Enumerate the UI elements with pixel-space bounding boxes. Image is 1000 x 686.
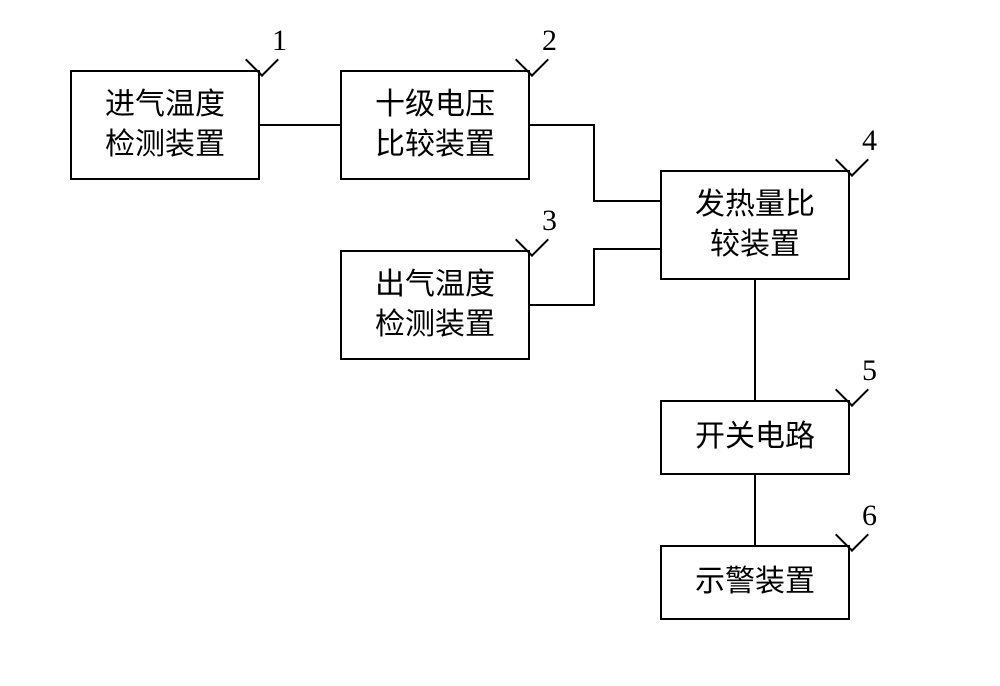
node-label-line1: 发热量比	[695, 188, 815, 221]
node-label-line1: 出气温度	[375, 268, 495, 301]
node-alarm-device: 示警装置	[660, 545, 850, 620]
node-label: 开关电路	[695, 417, 815, 458]
callout-number: 4	[862, 124, 877, 158]
node-label-line1: 示警装置	[695, 565, 815, 598]
callout-number: 3	[542, 204, 557, 238]
node-label: 示警装置	[695, 562, 815, 603]
edge-n2-n4-seg2	[593, 124, 595, 202]
edge-n2-n4-seg1	[530, 124, 595, 126]
edge-n4-n5	[754, 280, 756, 400]
node-label-line1: 开关电路	[695, 420, 815, 453]
node-voltage-comparator: 十级电压 比较装置	[340, 70, 530, 180]
node-label: 出气温度 检测装置	[375, 265, 495, 346]
node-label-line1: 进气温度	[105, 88, 225, 121]
node-label-line2: 检测装置	[375, 308, 495, 341]
edge-n3-n4-seg2	[593, 248, 595, 306]
callout-number: 1	[272, 24, 287, 58]
callout-number: 5	[862, 354, 877, 388]
node-label-line2: 较装置	[710, 228, 800, 261]
node-inlet-temp-detector: 进气温度 检测装置	[70, 70, 260, 180]
edge-n1-n2	[260, 124, 340, 126]
edge-n5-n6	[754, 475, 756, 545]
edge-n3-n4-seg3	[593, 248, 660, 250]
edge-n2-n4-seg3	[593, 200, 660, 202]
callout-number: 2	[542, 24, 557, 58]
node-label-line2: 检测装置	[105, 128, 225, 161]
node-heat-comparator: 发热量比 较装置	[660, 170, 850, 280]
node-label: 发热量比 较装置	[695, 185, 815, 266]
node-label-line2: 比较装置	[375, 128, 495, 161]
node-label: 十级电压 比较装置	[375, 85, 495, 166]
node-switch-circuit: 开关电路	[660, 400, 850, 475]
callout-number: 6	[862, 499, 877, 533]
node-label: 进气温度 检测装置	[105, 85, 225, 166]
node-label-line1: 十级电压	[375, 88, 495, 121]
edge-n3-n4-seg1	[530, 304, 595, 306]
node-outlet-temp-detector: 出气温度 检测装置	[340, 250, 530, 360]
